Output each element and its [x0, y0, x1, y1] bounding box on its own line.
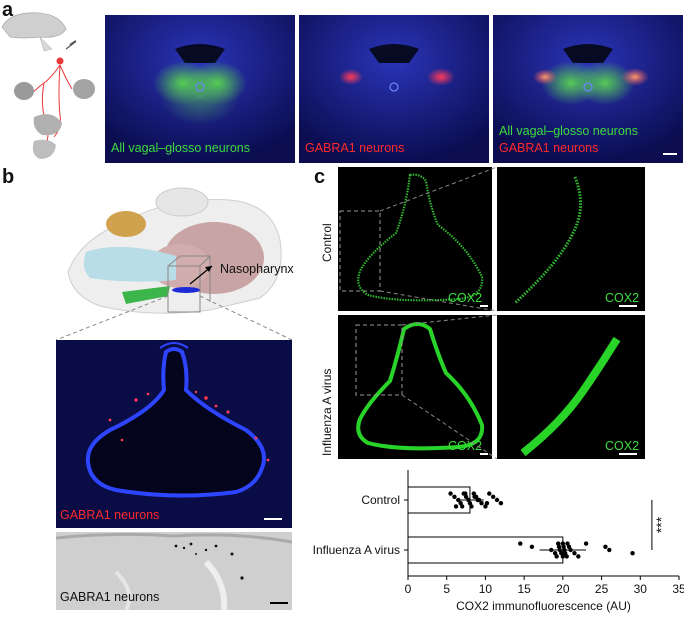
data-point — [518, 541, 523, 546]
microscopy-merge: All vagal–glosso neurons GABRA1 neurons — [493, 15, 683, 163]
scale-bar — [264, 518, 282, 520]
cox2-bar-chart: 0 5 10 15 20 25 30 35 COX2 immunofluorescence (A… — [296, 470, 685, 613]
data-point — [487, 491, 492, 496]
x-tick-label: 15 — [517, 582, 531, 596]
x-tick-label: 5 — [443, 582, 450, 596]
scale-bar — [619, 453, 637, 455]
data-point — [603, 544, 608, 549]
caption-merge-vagal-glosso: All vagal–glosso neurons — [499, 124, 638, 138]
microscopy-nasopharynx-gabra1: GABRA1 neurons — [56, 340, 292, 528]
data-point — [472, 494, 477, 499]
data-point — [554, 554, 559, 559]
nasopharynx-label: Nasopharynx — [220, 262, 294, 276]
cox2-control-overview: COX2 — [338, 167, 492, 311]
caption-all-vagal-glosso: All vagal–glosso neurons — [111, 141, 250, 155]
data-point — [498, 501, 504, 506]
data-point — [560, 554, 566, 559]
microscopy-gabra1: GABRA1 neurons — [299, 15, 489, 163]
grayscale-gabra1-section: GABRA1 neurons — [56, 532, 292, 610]
caption-gabra1: GABRA1 neurons — [305, 141, 405, 155]
data-point — [529, 544, 535, 549]
cox2-label: COX2 — [448, 291, 483, 305]
data-point — [549, 547, 554, 553]
data-point — [484, 501, 490, 506]
scale-bar — [663, 153, 677, 155]
x-axis-label: COX2 immunofluorescence (AU) — [456, 599, 631, 613]
x-tick-label: 35 — [672, 582, 684, 596]
cox2-label: COX2 — [605, 291, 640, 305]
cox2-influenza-zoom: COX2 — [497, 315, 645, 459]
bar — [407, 536, 564, 564]
category-label: Influenza A virus — [313, 543, 400, 557]
data-point — [453, 504, 459, 509]
data-point — [456, 497, 461, 503]
significance-label: *** — [653, 516, 669, 533]
category-label: Control — [361, 493, 400, 507]
microscopy-all-vagal-glosso: All vagal–glosso neurons — [105, 15, 295, 163]
data-point — [583, 541, 589, 546]
data-point — [477, 497, 482, 503]
caption-merge-gabra1: GABRA1 neurons — [499, 141, 599, 155]
nasopharynx-schematic — [60, 180, 300, 338]
panel-a-letter: a — [2, 0, 14, 21]
x-tick-label: 10 — [479, 582, 493, 596]
data-point — [448, 491, 453, 496]
data-point — [576, 554, 581, 559]
cox2-label: COX2 — [448, 439, 483, 453]
scale-bar — [480, 305, 488, 307]
scale-bar — [480, 453, 488, 455]
data-point — [463, 491, 468, 496]
data-point — [460, 504, 465, 509]
scale-bar — [270, 602, 288, 604]
x-tick-label: 20 — [556, 582, 570, 596]
panel-c-letter: c — [314, 166, 326, 188]
data-point — [607, 547, 612, 553]
panel-b-letter: b — [2, 166, 15, 188]
data-point — [572, 551, 577, 556]
x-tick-label: 25 — [595, 582, 609, 596]
x-tick-label: 0 — [405, 582, 412, 596]
caption-nasopharynx-gabra1: GABRA1 neurons — [60, 508, 160, 522]
x-tick-label: 30 — [634, 582, 648, 596]
vagal-glosso-schematic — [0, 5, 102, 163]
data-point — [568, 547, 573, 553]
cox2-label: COX2 — [605, 439, 640, 453]
data-point — [564, 554, 569, 559]
caption-gray-gabra1: GABRA1 neurons — [60, 590, 160, 604]
cox2-influenza-overview: COX2 — [338, 315, 492, 459]
data-point — [630, 551, 635, 556]
data-point — [469, 504, 474, 509]
data-point — [490, 494, 496, 499]
scale-bar — [619, 305, 637, 307]
data-point — [479, 501, 484, 506]
data-point — [452, 494, 457, 499]
data-point — [494, 497, 500, 503]
cox2-control-zoom: COX2 — [497, 167, 645, 311]
